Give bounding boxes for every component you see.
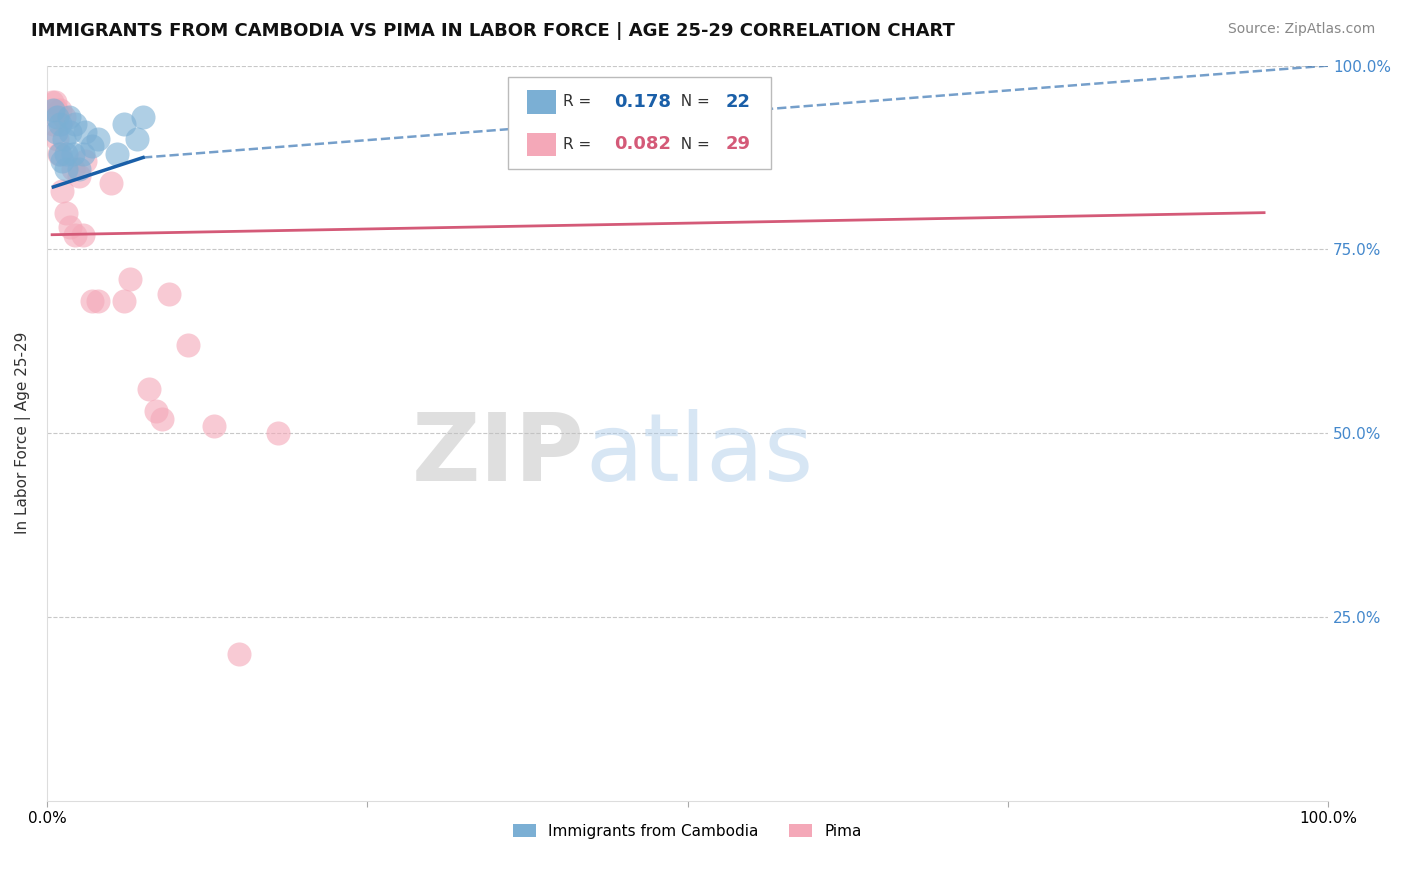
Point (62, 146, 84, 161)
Text: R =: R = (564, 95, 596, 110)
Y-axis label: In Labor Force | Age 25-29: In Labor Force | Age 25-29 (15, 332, 31, 534)
Point (42, 103, 65, 117)
Point (67, 169, 90, 183)
Point (100, 176, 122, 190)
Point (80, 139, 103, 153)
Text: Source: ZipAtlas.com: Source: ZipAtlas.com (1227, 22, 1375, 37)
Point (52, 110, 75, 124)
Point (150, 411, 173, 425)
Text: ZIP: ZIP (412, 409, 585, 501)
Text: atlas: atlas (585, 409, 813, 501)
Point (49, 117, 72, 131)
Point (49, 146, 72, 161)
Point (51, 154, 73, 169)
Point (63, 117, 86, 131)
Point (72, 146, 94, 161)
Text: N =: N = (671, 95, 714, 110)
Point (55, 146, 77, 161)
Point (62, 161, 84, 176)
Point (80, 293, 103, 308)
Legend: Immigrants from Cambodia, Pima: Immigrants from Cambodia, Pima (508, 817, 868, 845)
Point (59, 220, 82, 235)
Point (107, 146, 129, 161)
Point (58, 110, 80, 124)
Point (75, 125, 97, 139)
Text: 22: 22 (725, 93, 751, 111)
Point (112, 293, 135, 308)
Point (48, 146, 70, 161)
Point (67, 161, 90, 176)
Point (87, 293, 110, 308)
Point (177, 338, 200, 352)
FancyBboxPatch shape (508, 77, 770, 169)
Text: 29: 29 (725, 136, 751, 153)
Point (228, 647, 250, 661)
Point (112, 117, 135, 131)
Point (87, 132, 110, 146)
Text: IMMIGRANTS FROM CAMBODIA VS PIMA IN LABOR FORCE | AGE 25-29 CORRELATION CHART: IMMIGRANTS FROM CAMBODIA VS PIMA IN LABO… (31, 22, 955, 40)
Point (55, 161, 77, 176)
Point (120, 272, 142, 286)
Point (202, 418, 225, 433)
Point (55, 205, 77, 219)
Point (132, 110, 155, 124)
Point (266, 426, 288, 441)
Point (72, 227, 94, 242)
Point (145, 404, 167, 418)
Point (52, 132, 75, 146)
Text: 0.082: 0.082 (614, 136, 672, 153)
Point (41, 95, 63, 110)
Point (46, 110, 69, 124)
Text: 0.178: 0.178 (614, 93, 672, 111)
Point (138, 382, 160, 396)
Point (49, 103, 72, 117)
Point (59, 125, 82, 139)
Point (44, 95, 66, 110)
Point (125, 132, 148, 146)
Text: N =: N = (671, 136, 714, 152)
Point (75, 154, 97, 169)
Point (42, 117, 65, 131)
Point (45, 103, 67, 117)
Point (45, 125, 67, 139)
Point (51, 184, 73, 198)
Point (157, 286, 180, 301)
FancyBboxPatch shape (527, 90, 555, 114)
Point (63, 227, 86, 242)
FancyBboxPatch shape (527, 133, 555, 156)
Point (46, 132, 69, 146)
Text: R =: R = (564, 136, 596, 152)
